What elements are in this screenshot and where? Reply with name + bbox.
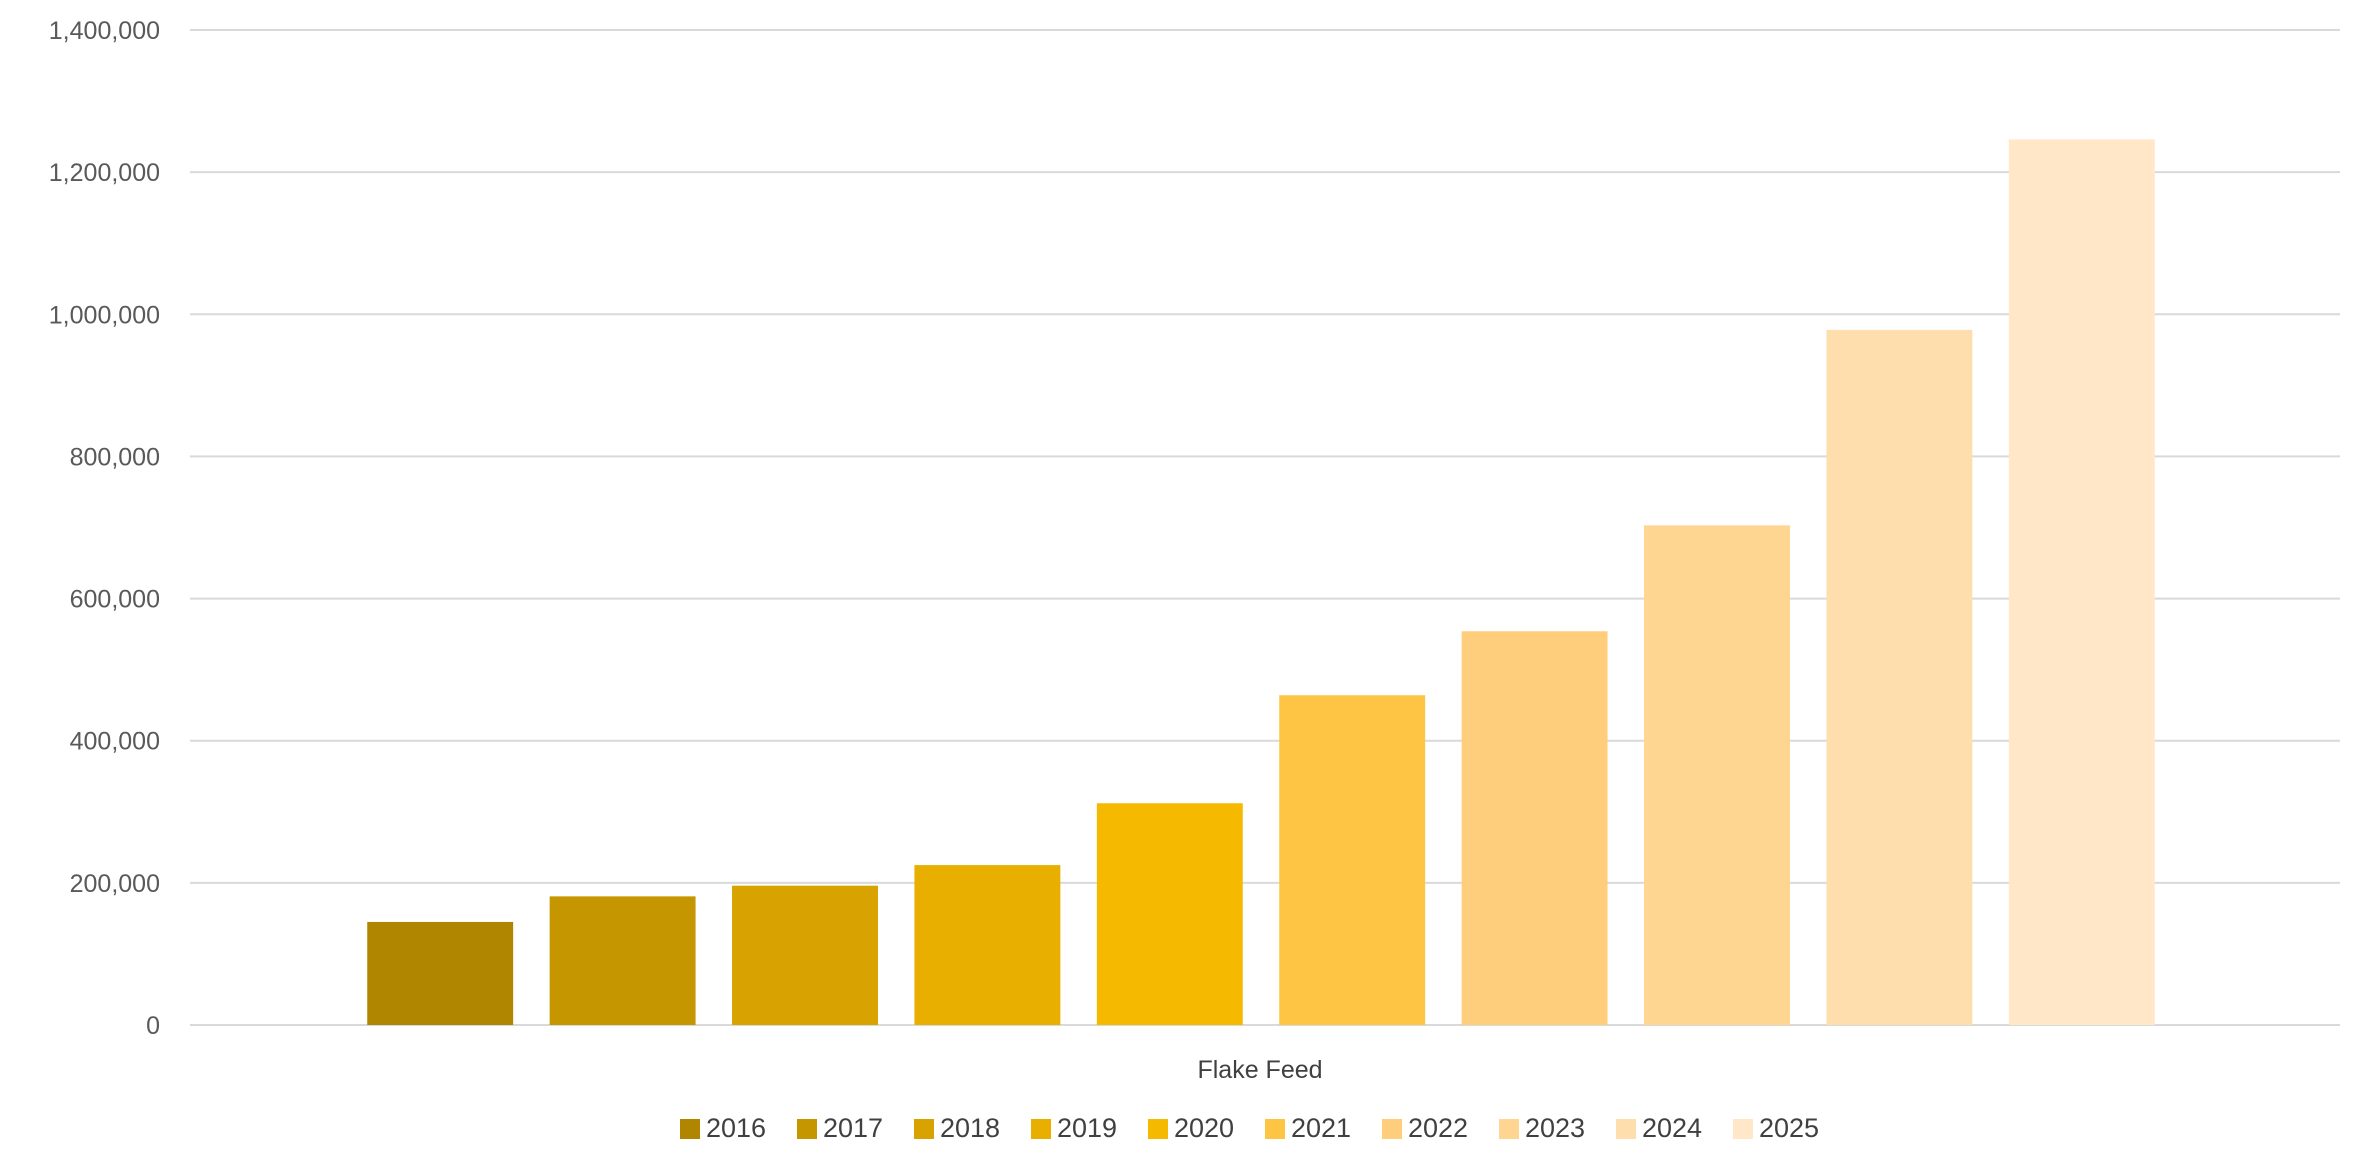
bar-2019 [914,865,1061,1025]
bars [367,139,2155,1026]
legend-item-2024: 2024 [1616,1113,1702,1143]
legend-label: 2016 [706,1113,766,1143]
legend-swatch [1499,1119,1519,1139]
legend-swatch [680,1119,700,1139]
legend-swatch [1733,1119,1753,1139]
legend-label: 2017 [823,1113,883,1143]
legend-swatch [914,1119,934,1139]
legend-label: 2025 [1759,1113,1819,1143]
legend-item-2016: 2016 [680,1113,766,1143]
legend-label: 2019 [1057,1113,1117,1143]
bar-2023 [1644,525,1790,1025]
bar-2018 [732,885,878,1025]
legend-swatch [1031,1119,1051,1139]
bar-2024 [1826,329,1973,1026]
y-tick-label: 600,000 [70,586,160,614]
legend-item-2023: 2023 [1499,1113,1585,1143]
legend-label: 2024 [1642,1113,1702,1143]
y-tick-label: 1,000,000 [49,301,160,329]
legend-swatch [1148,1119,1168,1139]
legend-item-2017: 2017 [797,1113,883,1143]
bar-2022 [1461,631,1608,1025]
legend-item-2020: 2020 [1148,1113,1234,1143]
legend-label: 2022 [1408,1113,1468,1143]
legend-item-2021: 2021 [1265,1113,1351,1143]
legend-item-2022: 2022 [1382,1113,1468,1143]
x-axis-title: Flake Feed [1197,1056,1322,1084]
y-tick-label: 400,000 [70,728,160,756]
y-tick-label: 200,000 [70,870,160,898]
legend-swatch [1382,1119,1402,1139]
legend: 2016 2017 2018 2019 2020 2021 2022 2023 2024 2025 [680,1113,1819,1143]
legend-swatch [797,1119,817,1139]
legend-label: 2023 [1525,1113,1585,1143]
bar-2020 [1096,803,1243,1025]
legend-item-2019: 2019 [1031,1113,1117,1143]
gridlines [190,29,2340,1026]
legend-label: 2021 [1291,1113,1351,1143]
y-tick-label: 1,400,000 [49,17,160,45]
legend-item-2025: 2025 [1733,1113,1819,1143]
bar-2021 [1279,695,1426,1025]
legend-item-2018: 2018 [914,1113,1000,1143]
legend-label: 2020 [1174,1113,1234,1143]
legend-swatch [1265,1119,1285,1139]
y-axis-tick-labels: 0 200,000 400,000 600,000 800,000 1,000,000 1,… [49,17,160,1040]
y-tick-label: 0 [146,1012,160,1040]
legend-label: 2018 [940,1113,1000,1143]
y-tick-label: 800,000 [70,443,160,471]
bar-2025 [2008,139,2155,1025]
legend-swatch [1616,1119,1636,1139]
bar-2017 [549,896,696,1025]
y-tick-label: 1,200,000 [49,159,160,187]
bar-2016 [367,921,514,1025]
